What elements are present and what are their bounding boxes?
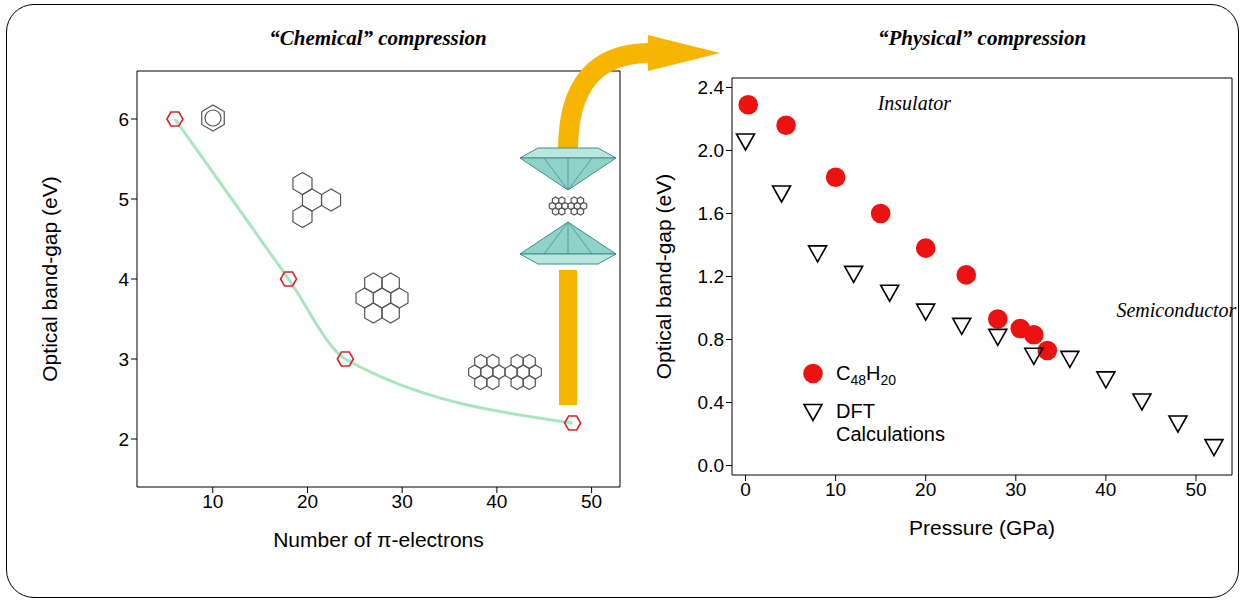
html-text:C48H20: C48H20 (836, 362, 897, 388)
svg-text:Optical band-gap (eV): Optical band-gap (eV) (38, 176, 61, 381)
svg-text:4: 4 (118, 269, 129, 290)
svg-text:30: 30 (392, 491, 413, 512)
svg-text:0: 0 (740, 479, 751, 500)
svg-text:6: 6 (118, 109, 129, 130)
svg-text:5: 5 (118, 189, 129, 210)
svg-text:10: 10 (825, 479, 846, 500)
svg-text:30: 30 (1005, 479, 1026, 500)
svg-text:Optical band-gap (eV): Optical band-gap (eV) (652, 174, 675, 379)
svg-text:Number of π-electrons: Number of π-electrons (273, 528, 484, 551)
svg-text:Semiconductor: Semiconductor (1116, 299, 1236, 321)
svg-text:20: 20 (915, 479, 936, 500)
svg-text:2: 2 (118, 429, 129, 450)
svg-text:2.4: 2.4 (698, 77, 725, 98)
html-text:DFT: DFT (836, 400, 875, 422)
html-text:Calculations: Calculations (836, 423, 945, 445)
svg-text:1.6: 1.6 (698, 203, 724, 224)
svg-text:50: 50 (581, 491, 602, 512)
svg-text:1.2: 1.2 (698, 266, 724, 287)
svg-text:2.0: 2.0 (698, 140, 724, 161)
html-text:“Chemical” compression: “Chemical” compression (269, 26, 487, 50)
svg-text:20: 20 (297, 491, 318, 512)
html-text:“Physical” compression: “Physical” compression (877, 26, 1087, 50)
svg-text:40: 40 (486, 491, 507, 512)
svg-text:0.0: 0.0 (698, 455, 724, 476)
svg-text:50: 50 (1185, 479, 1206, 500)
svg-text:Pressure (GPa): Pressure (GPa) (909, 516, 1055, 539)
svg-text:3: 3 (118, 349, 129, 370)
svg-text:0.8: 0.8 (698, 329, 724, 350)
svg-text:40: 40 (1095, 479, 1116, 500)
svg-text:0.4: 0.4 (698, 392, 725, 413)
svg-text:10: 10 (202, 491, 223, 512)
svg-text:Insulator: Insulator (877, 92, 952, 114)
